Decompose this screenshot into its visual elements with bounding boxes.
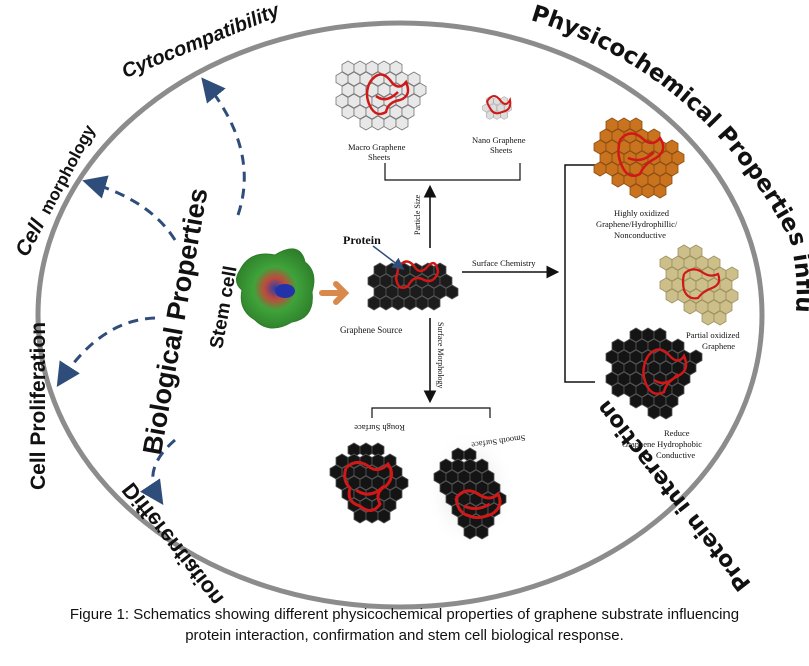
nano-label-1: Nano Graphene xyxy=(472,135,526,145)
highly-label-3: Nonconductive xyxy=(614,230,666,240)
highly-oxidized-protein xyxy=(617,132,665,177)
surface-morphology-branch: Surface Morphology Rough Surface Smooth … xyxy=(329,318,526,550)
graphene-source-label: Graphene Source xyxy=(340,325,402,335)
arrow-to-cytocompatibility xyxy=(201,77,246,216)
graphene-source: Protein Graphene Source xyxy=(340,233,459,335)
arrow-to-cell-morphology xyxy=(82,175,177,241)
surface-chemistry-label: Surface Chemistry xyxy=(472,258,536,268)
protein-label: Protein xyxy=(343,233,381,247)
label-cell-morphology: Cell morphology xyxy=(11,121,99,260)
surface-chemistry-branch: Surface Chemistry Highly oxidized Graphe… xyxy=(462,117,740,460)
partial-label-2: Graphene xyxy=(702,341,735,351)
nano-protein xyxy=(486,95,512,115)
partial-oxidized-sheet xyxy=(659,244,739,326)
smooth-protein xyxy=(454,489,502,520)
particle-size-label: Particle Size xyxy=(413,194,422,235)
particle-size-branch: Particle Size Macro Graphene Sheets Nano… xyxy=(335,60,526,248)
rough-protein xyxy=(343,461,393,512)
partial-label-1: Partial oxidized xyxy=(686,330,740,340)
caption-line-2: protein interaction, confirmation and st… xyxy=(185,627,624,644)
label-biological-properties: Biological Properties xyxy=(137,186,213,457)
svg-text:Rough Surface: Rough Surface xyxy=(354,423,405,433)
protein-pointer xyxy=(372,245,405,270)
stem-cell-group: Stem cell xyxy=(206,248,350,350)
nano-label-2: Sheets xyxy=(490,145,512,155)
arrow-to-differentiation xyxy=(140,438,176,505)
arrow-to-cell-proliferation xyxy=(56,316,156,388)
cell-proliferation-text: Cell Proliferation xyxy=(27,322,50,490)
biological-properties-text: Biological Properties xyxy=(137,186,213,457)
label-differentiation: Differentiation xyxy=(117,478,229,611)
label-protein-interaction: Protein interaction xyxy=(592,395,756,595)
reduced-protein xyxy=(642,348,688,395)
partial-oxidized-protein xyxy=(681,268,721,300)
macro-label-1: Macro Graphene xyxy=(348,142,406,152)
label-cell-proliferation: Cell Proliferation xyxy=(27,322,50,490)
svg-text:Particle Size: Particle Size xyxy=(413,194,422,235)
svg-text:Surface Morphology: Surface Morphology xyxy=(436,322,445,388)
macro-label-2: Sheets xyxy=(368,152,390,162)
macro-protein xyxy=(365,73,410,116)
protein-on-source xyxy=(394,260,440,289)
outer-ring xyxy=(35,20,765,610)
stem-cell-image xyxy=(236,248,315,329)
highly-oxidized-sheet xyxy=(593,117,685,199)
stem-cell-connector xyxy=(319,281,350,305)
macro-graphene-sheet xyxy=(335,60,427,131)
highly-label-2: Graphene/Hydrophillic/ xyxy=(596,219,678,229)
dashed-arrows xyxy=(56,77,246,505)
differentiation-text: Differentiation xyxy=(117,478,229,611)
caption-line-1: Figure 1: Schematics showing different p… xyxy=(69,606,740,623)
figure-caption: Figure 1: Schematics showing different p… xyxy=(0,604,809,646)
reduce-label-1: Reduce xyxy=(664,428,690,438)
reduced-sheet xyxy=(605,327,703,420)
reduce-label-3: Conductive xyxy=(656,450,695,460)
surface-morphology-label: Surface Morphology xyxy=(436,322,445,388)
reduce-label-2: Graphene Hydrophobic xyxy=(622,439,702,449)
rough-surface-label: Rough Surface xyxy=(354,423,405,433)
highly-label-1: Highly oxidized xyxy=(614,208,670,218)
protein-interaction-text: Protein interaction xyxy=(592,395,756,595)
stem-cell-nucleus xyxy=(275,284,295,298)
